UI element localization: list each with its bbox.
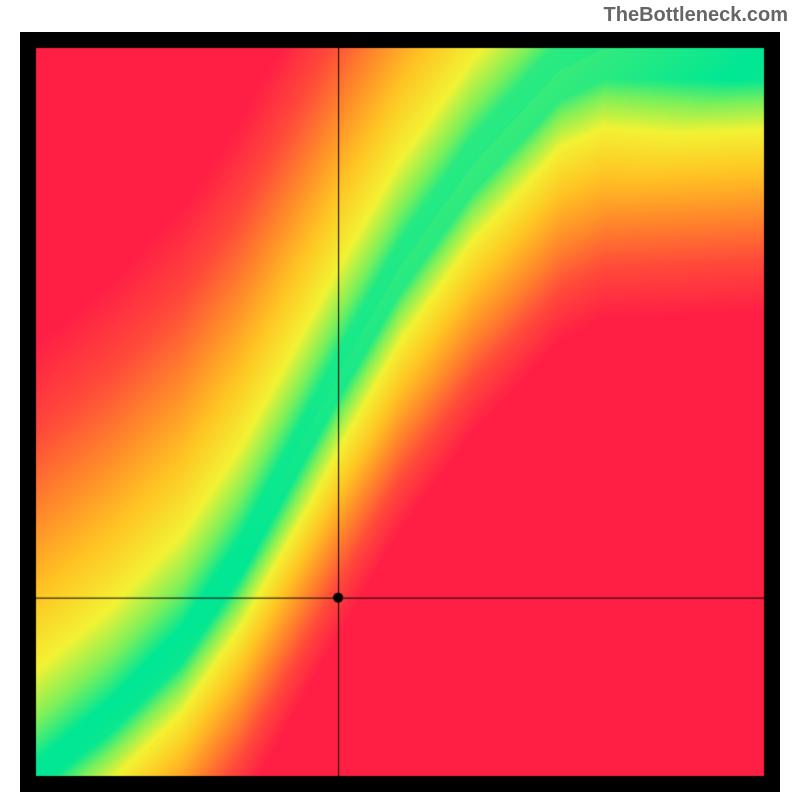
heatmap-canvas-wrap (20, 32, 780, 792)
plot-area (20, 32, 780, 792)
chart-container: TheBottleneck.com (0, 0, 800, 800)
watermark-text: TheBottleneck.com (604, 4, 788, 27)
heatmap-canvas (20, 32, 780, 792)
